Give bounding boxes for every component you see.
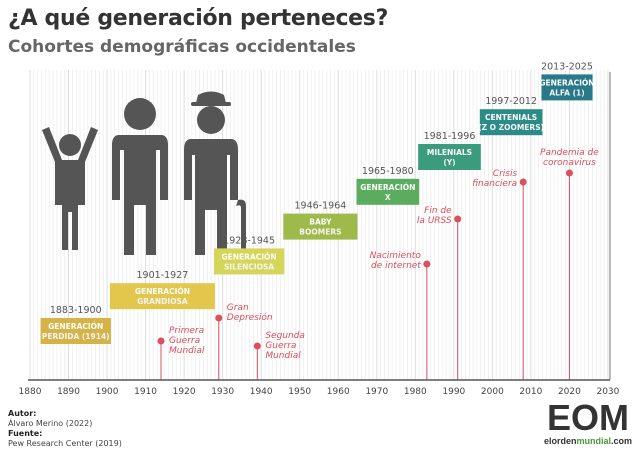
event-label: Mundial <box>169 346 205 356</box>
event-label: Gran <box>227 303 249 313</box>
generation-years: 1946-1964 <box>295 201 347 212</box>
tick-label: 2010 <box>519 387 542 397</box>
eom-logo: EOM elordenmundial.com <box>543 397 632 447</box>
event-label: Guerra <box>169 336 200 346</box>
generation-name: SILENCIOSA <box>224 262 274 271</box>
generation-name: GENERACIÓN <box>135 287 190 296</box>
generation-box <box>356 178 420 205</box>
author: Álvaro Merino (2022) <box>8 419 93 428</box>
event-dot <box>215 314 223 322</box>
tick-label: 1900 <box>96 387 119 397</box>
generation-box <box>541 74 593 101</box>
generation-years: 1997-2012 <box>485 96 537 107</box>
generation-box <box>418 144 481 170</box>
generation-box <box>213 248 285 275</box>
generation-name: MILENIALS <box>427 148 472 157</box>
event-label: de internet <box>371 261 421 271</box>
event-dot <box>157 337 165 345</box>
generation-years: 1965-1980 <box>362 166 414 177</box>
generation-box <box>109 283 215 310</box>
event-label: Depresión <box>227 312 273 323</box>
generation-box <box>40 318 111 344</box>
tick-label: 2020 <box>558 387 581 397</box>
tick-label: 1990 <box>442 387 465 397</box>
generation-name: GENERACIÓN <box>360 183 415 192</box>
generation-years: 1901-1927 <box>137 270 189 281</box>
event-label: Nacimiento <box>370 251 422 261</box>
generation-name: X <box>385 193 391 202</box>
generation-name: GENERACIÓN <box>222 252 277 261</box>
generation-name: GRANDIOSA <box>137 297 188 306</box>
generation-name: (Z O ZOOMERS) <box>478 123 544 132</box>
generation-years: 2013-2025 <box>541 61 593 72</box>
source-label: Fuente: <box>8 429 43 438</box>
tick-label: 1940 <box>250 387 273 397</box>
event-dot <box>519 178 527 186</box>
event-label: Fin de <box>424 206 452 216</box>
event-label: Primera <box>169 326 204 336</box>
generation-name: BABY <box>309 218 332 227</box>
generation-box <box>479 109 543 136</box>
tick-label: 1980 <box>404 387 427 397</box>
event-dot <box>423 260 431 268</box>
tick-label: 1910 <box>134 387 157 397</box>
generation-years: 1883-1900 <box>50 305 102 316</box>
tick-label: 2000 <box>481 387 504 397</box>
event-label: Crisis <box>493 169 518 179</box>
author-label: Autor: <box>8 409 37 418</box>
people-icon <box>42 91 246 258</box>
tick-label: 1930 <box>211 387 234 397</box>
generation-name: BOOMERS <box>299 228 341 237</box>
event-label: Pandemia de <box>540 148 599 158</box>
tick-label: 1950 <box>288 387 311 397</box>
logo-url-a: elorden <box>543 436 577 446</box>
page-subtitle: Cohortes demográficas occidentales <box>8 37 356 57</box>
generation-name: GENERACIÓN <box>539 78 594 87</box>
tick-label: 1970 <box>365 387 388 397</box>
logo-url-c: .com <box>610 436 632 446</box>
logo-text: EOM <box>546 397 629 438</box>
event-label: Guerra <box>265 341 296 351</box>
generation-name: ALFA (1) <box>549 88 584 97</box>
generation-name: (Y) <box>443 158 455 167</box>
event-dot <box>454 215 462 223</box>
event-label: financiera <box>472 179 517 189</box>
page-title: ¿A qué generación perteneces? <box>8 6 389 31</box>
generation-name: PERDIDA (1914) <box>42 332 110 341</box>
tick-label: 1880 <box>19 387 42 397</box>
source: Pew Research Center (2019) <box>8 439 122 448</box>
event-label: Segunda <box>265 331 305 341</box>
logo-url-b: mundial <box>576 436 611 446</box>
tick-label: 1890 <box>57 387 80 397</box>
event-dot <box>253 342 261 350</box>
event-label: coronavirus <box>543 158 596 168</box>
event-label: Mundial <box>265 351 301 361</box>
tick-label: 1920 <box>173 387 196 397</box>
generation-box <box>283 213 358 240</box>
tick-label: 1960 <box>327 387 350 397</box>
generation-name: GENERACIÓN <box>48 322 103 331</box>
generation-years: 1928-1945 <box>223 235 275 246</box>
event-dot <box>565 169 573 177</box>
tick-label: 2030 <box>596 387 619 397</box>
event-label: la URSS <box>417 216 452 226</box>
generation-years: 1981-1996 <box>424 131 476 142</box>
generation-name: CENTENIALS <box>485 113 537 122</box>
